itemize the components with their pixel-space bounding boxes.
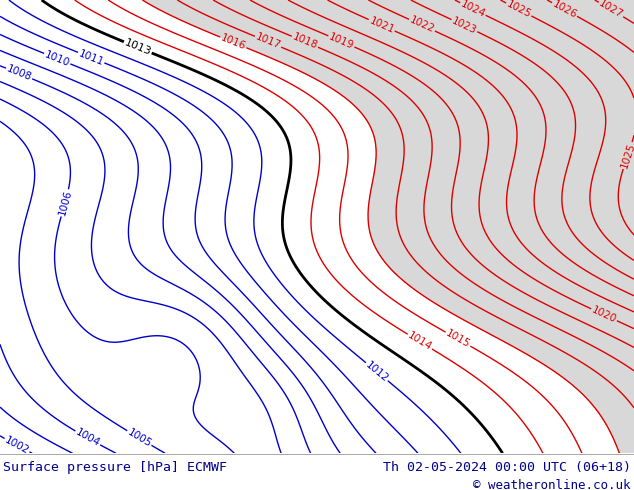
Text: 1021: 1021 xyxy=(368,15,396,35)
Text: 1015: 1015 xyxy=(444,328,472,350)
Text: 1018: 1018 xyxy=(291,32,319,51)
Text: 1026: 1026 xyxy=(550,0,579,20)
Text: 1025: 1025 xyxy=(619,142,634,170)
Text: © weatheronline.co.uk: © weatheronline.co.uk xyxy=(474,479,631,490)
Text: 1017: 1017 xyxy=(254,32,282,51)
Text: 1013: 1013 xyxy=(123,38,153,57)
Text: Surface pressure [hPa] ECMWF: Surface pressure [hPa] ECMWF xyxy=(3,461,227,474)
Text: 1020: 1020 xyxy=(590,305,618,325)
Text: 1025: 1025 xyxy=(505,0,533,20)
Text: 1023: 1023 xyxy=(450,16,479,36)
Text: 1016: 1016 xyxy=(219,33,247,52)
Text: 1006: 1006 xyxy=(57,189,74,217)
Text: 1014: 1014 xyxy=(406,331,434,353)
Text: 1002: 1002 xyxy=(3,435,31,456)
Text: 1022: 1022 xyxy=(408,15,436,35)
Text: 1027: 1027 xyxy=(597,0,625,21)
Text: 1024: 1024 xyxy=(459,0,487,19)
Text: 1010: 1010 xyxy=(43,49,71,68)
Text: 1012: 1012 xyxy=(363,360,390,384)
Text: 1011: 1011 xyxy=(77,48,105,67)
Text: 1005: 1005 xyxy=(126,427,153,449)
Text: 1004: 1004 xyxy=(74,427,101,449)
Text: 1019: 1019 xyxy=(327,31,356,51)
Text: Th 02-05-2024 00:00 UTC (06+18): Th 02-05-2024 00:00 UTC (06+18) xyxy=(383,461,631,474)
Text: 1008: 1008 xyxy=(5,64,33,83)
